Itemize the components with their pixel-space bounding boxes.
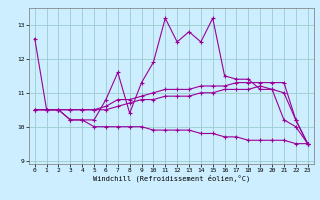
X-axis label: Windchill (Refroidissement éolien,°C): Windchill (Refroidissement éolien,°C) — [92, 175, 250, 182]
